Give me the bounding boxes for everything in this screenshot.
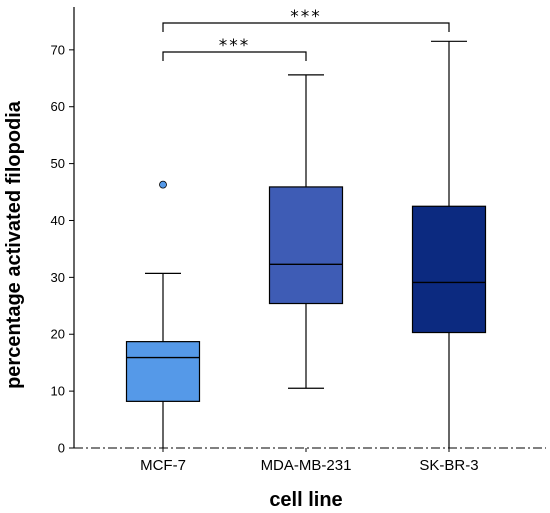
y-tick-label: 50 [51,156,65,171]
y-tick-label: 40 [51,213,65,228]
bracket-line [162,22,450,32]
significance-bracket: *** [162,36,307,61]
x-axis-label: cell line [269,489,342,511]
y-tick-label: 10 [51,384,65,399]
boxes [125,40,487,448]
y-tick-label: 70 [51,42,65,57]
y-tick-label: 30 [51,270,65,285]
y-tick-label: 0 [58,441,65,456]
y-axis: 0 10 20 30 40 50 60 70 [51,7,75,456]
x-tick-label: MDA-MB-231 [261,457,352,474]
iqr-box [125,341,201,402]
significance-bracket: *** [162,7,450,32]
box-group-mcf-7 [125,180,201,448]
x-tick-label: SK-BR-3 [419,457,478,474]
box-group-sk-br-3 [411,40,487,448]
category-labels: MCF-7 MDA-MB-231 SK-BR-3 [140,448,479,474]
significance-brackets: *** *** [162,7,450,61]
x-tick-label: MCF-7 [140,457,186,474]
y-axis-label: percentage activated filopodia [3,100,25,389]
y-tick-label: 20 [51,327,65,342]
outlier-point [159,180,167,189]
y-tick-label: 60 [51,99,65,114]
significance-label: *** [290,7,322,27]
box-group-mda-mb-231 [268,74,344,389]
iqr-box [268,186,344,305]
iqr-box [411,205,487,334]
significance-label: *** [219,36,251,56]
bracket-line [162,51,307,61]
